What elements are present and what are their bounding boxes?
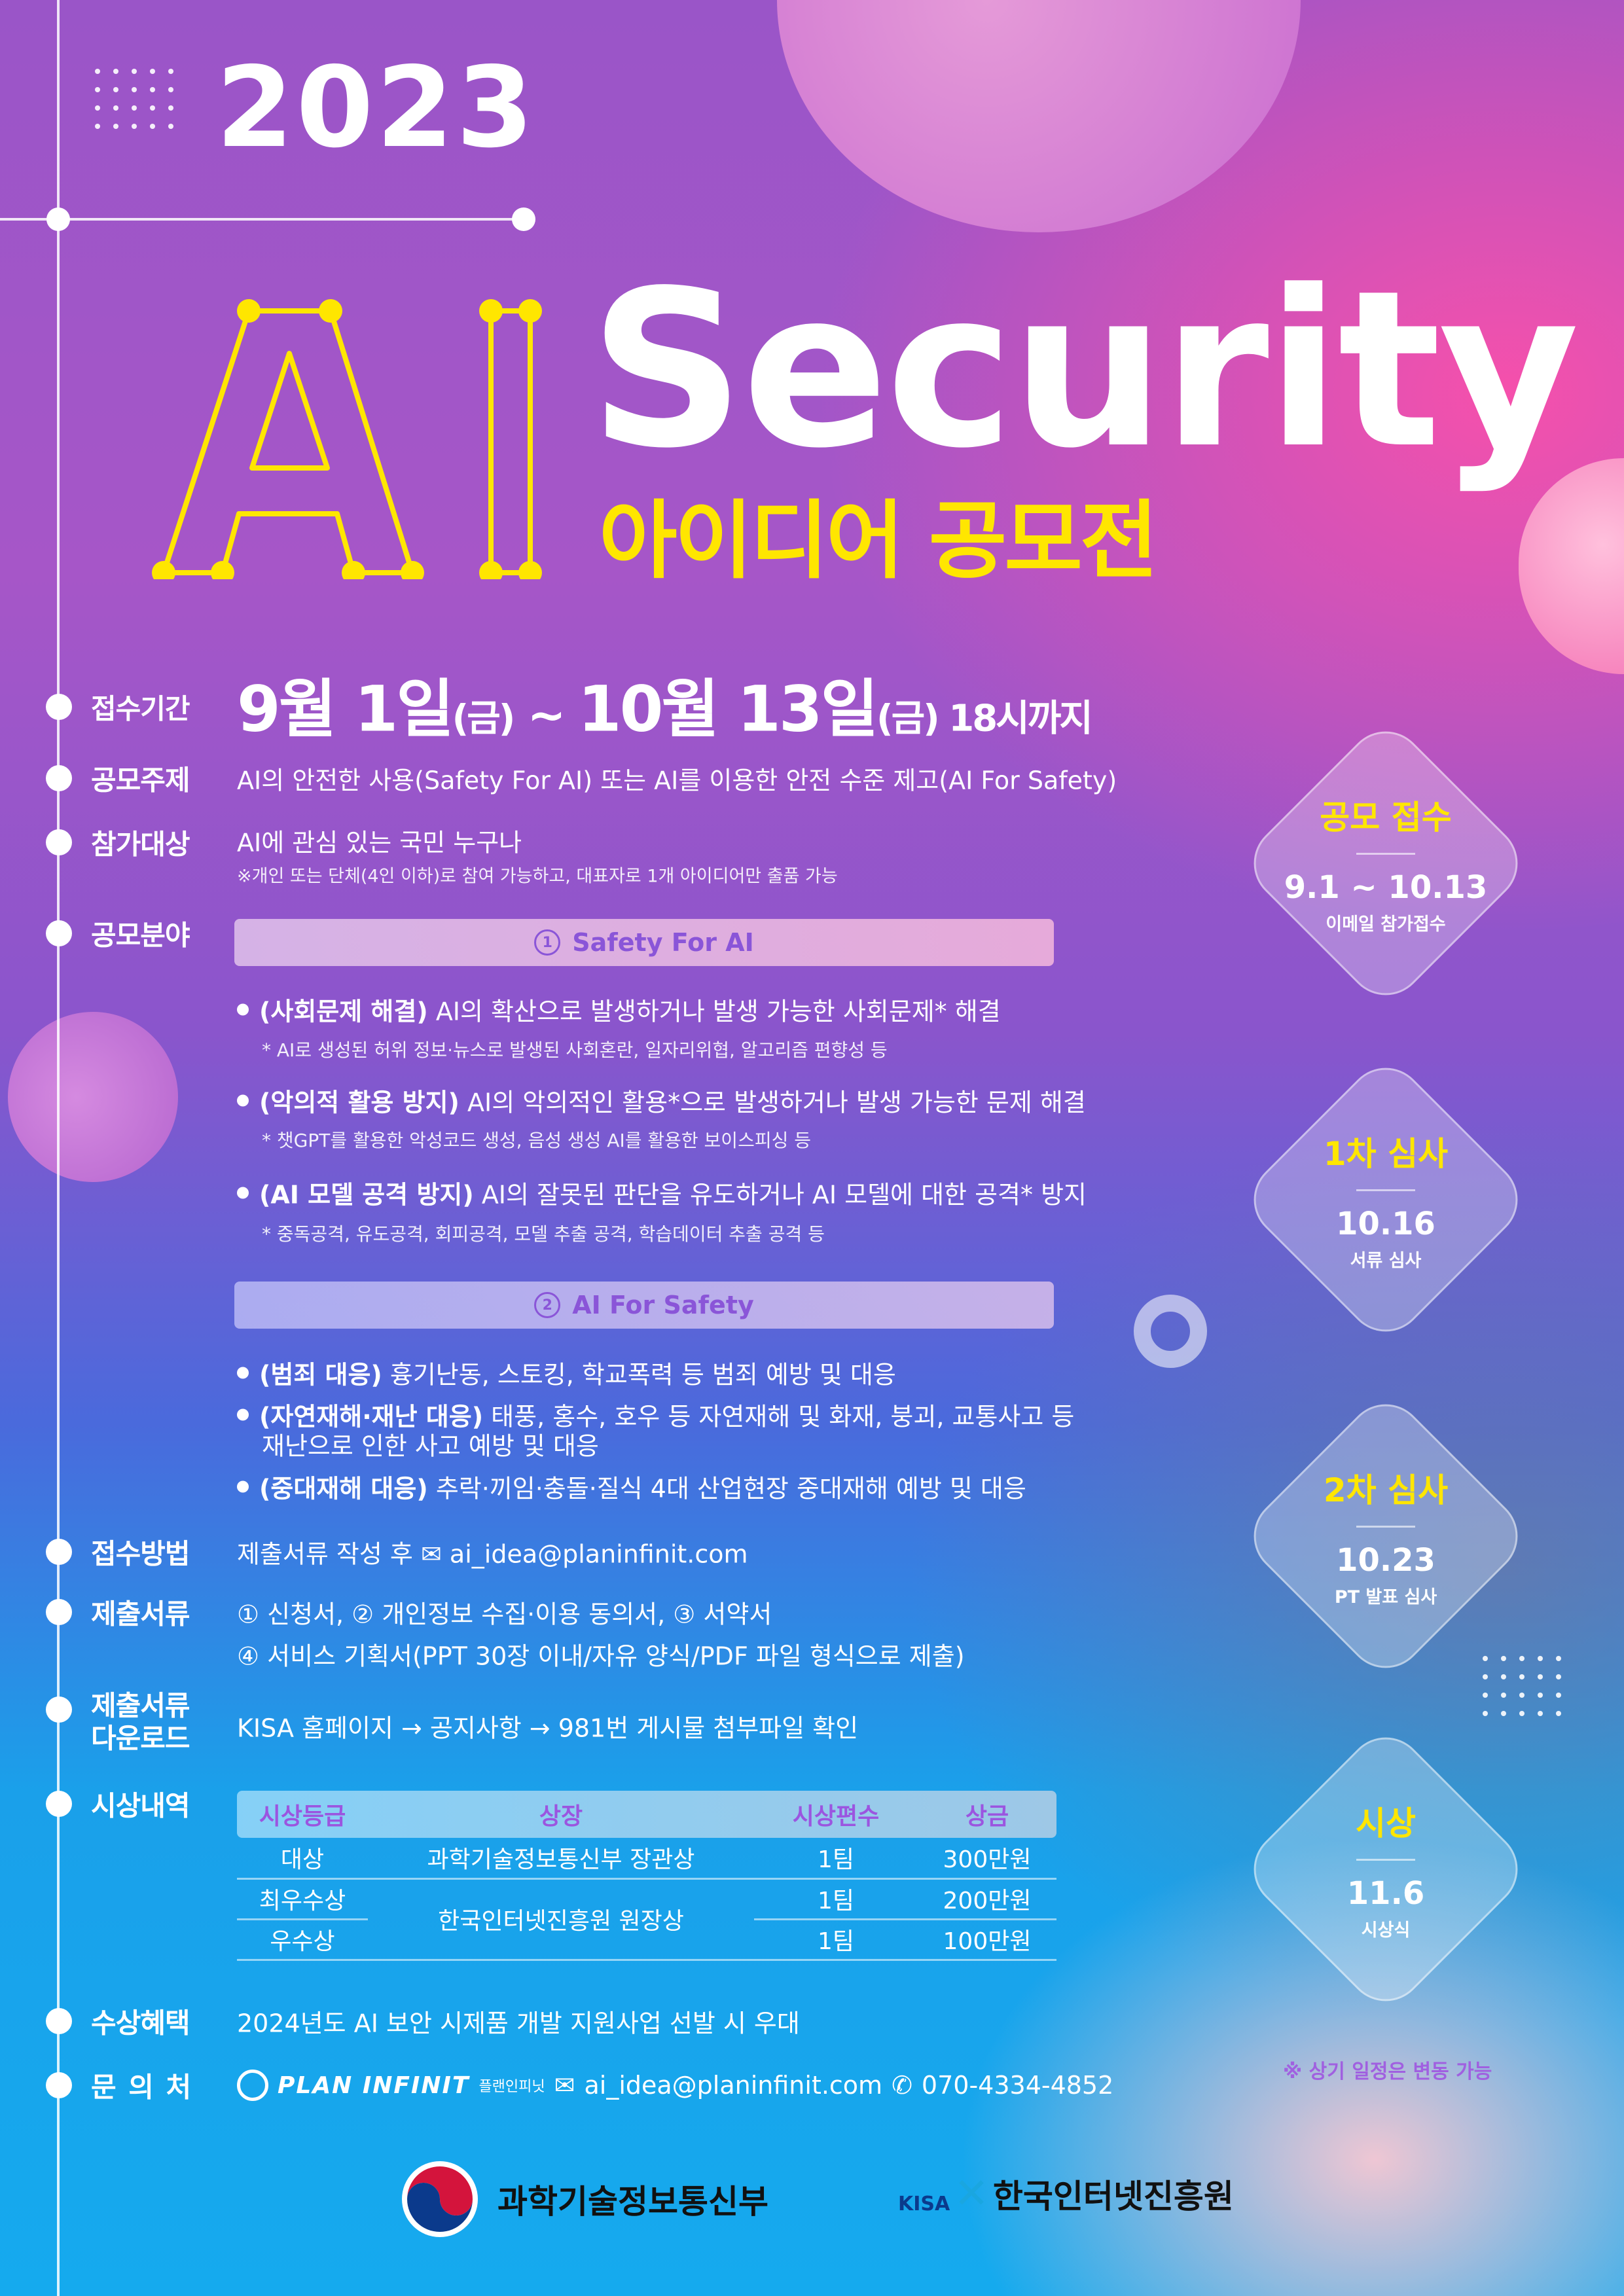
ai-outline-logo <box>152 299 542 579</box>
mail-icon: ✉ <box>420 1539 442 1569</box>
kisa-mark: KISA <box>898 2192 950 2215</box>
list-item-note: * 챗GPT를 활용한 악성코드 생성, 음성 생성 AI를 활용한 보이스피싱… <box>262 1130 812 1151</box>
kisa-x-icon: ✕ <box>954 2170 989 2218</box>
decor-dot-grid <box>95 69 173 129</box>
theme-text: AI의 안전한 사용(Safety For AI) 또는 AI를 이용한 안전 … <box>237 766 1117 795</box>
header-line-dot <box>512 207 535 231</box>
contact-label: 문 의 처 <box>91 2071 191 2104</box>
method-email-link[interactable]: ai_idea@planinfinit.com <box>449 1539 748 1569</box>
list-item-note: * 중독공격, 유도공격, 회피공격, 모델 추출 공격, 학습데이터 추출 공… <box>262 1223 825 1245</box>
decor-dot-grid-right <box>1483 1656 1561 1716</box>
download-text: KISA 홈페이지 → 공지사항 → 981번 게시물 첨부파일 확인 <box>237 1713 859 1743</box>
list-item: (사회문제 해결) AI의 확산으로 발생하거나 발생 가능한 사회문제* 해결 <box>237 992 1001 1028</box>
table-header: 시상등급 상장 시상편수 상금 <box>237 1791 1056 1838</box>
kisa-name: 한국인터넷진흥원 <box>992 2178 1234 2215</box>
method-text: 제출서류 작성 후 ✉ ai_idea@planinfinit.com <box>237 1539 748 1569</box>
subtitle: 아이디어 공모전 <box>599 491 1158 590</box>
list-item: (중대재해 대응) 추락·끼임·충돌·질식 4대 산업현장 중대재해 예방 및 … <box>237 1469 1026 1505</box>
bullet-icon <box>237 1480 249 1492</box>
bullet-icon <box>237 1187 249 1198</box>
target-label: 참가대상 <box>91 828 190 861</box>
end-date: 10월 13일 <box>577 672 878 746</box>
contact-info: PLAN INFINIT 플랜인피닛 ✉ ai_idea@planinfinit.… <box>237 2070 1113 2101</box>
list-item: (범죄 대응) 흉기난동, 스토킹, 학교폭력 등 범죄 예방 및 대응 <box>237 1355 896 1391</box>
benefit-label: 수상혜택 <box>91 2007 190 2039</box>
timeline-dot <box>46 1599 72 1625</box>
contact-email-link[interactable]: ai_idea@planinfinit.com <box>584 2071 883 2100</box>
schedule-step-1: 공모 접수 9.1 ~ 10.13 이메일 참가접수 <box>1284 798 1488 935</box>
awards-label: 시상내역 <box>91 1789 190 1822</box>
start-day: (금) <box>452 697 516 740</box>
mail-icon: ✉ <box>554 2071 575 2100</box>
period-value: 9월 1일(금) ~ 10월 13일(금) 18시까지 <box>237 658 1093 749</box>
schedule-note: ※ 상기 일정은 변동 가능 <box>1283 2060 1492 2083</box>
start-date: 9월 1일 <box>237 672 454 746</box>
section-number: 2 <box>534 1292 561 1318</box>
docs-line1: ① 신청서, ② 개인정보 수집·이용 동의서, ③ 서약서 <box>237 1600 772 1629</box>
decor-bubble-top <box>777 0 1301 232</box>
timeline-line <box>57 0 60 2296</box>
list-item: (악의적 활용 방지) AI의 악의적인 활용*으로 발생하거나 발생 가능한 … <box>237 1083 1086 1119</box>
company-logo: PLAN INFINIT <box>278 2072 470 2099</box>
bullet-icon <box>237 1003 249 1015</box>
timeline-dot <box>46 2072 72 2098</box>
section-bar-safety-for-ai: 1 Safety For AI <box>234 919 1054 966</box>
schedule-step-4: 시상 11.6 시상식 <box>1346 1804 1425 1941</box>
bullet-icon <box>237 1094 249 1106</box>
end-time: 18시까지 <box>937 697 1093 740</box>
decor-ring <box>1134 1295 1207 1368</box>
docs-label: 제출서류 <box>91 1598 190 1630</box>
section-bar-ai-for-safety: 2 AI For Safety <box>234 1282 1054 1329</box>
schedule-step-2: 1차 심사 10.16 서류 심사 <box>1323 1135 1449 1271</box>
bullet-icon <box>237 1367 249 1378</box>
timeline-dot <box>46 920 72 946</box>
year: 2023 <box>216 43 537 173</box>
header-line-dot <box>46 207 70 231</box>
taegeuk-icon <box>402 2161 478 2237</box>
date-sep: ~ <box>513 688 578 742</box>
header-line <box>0 218 527 221</box>
target-note: ※개인 또는 단체(4인 이하)로 참여 가능하고, 대표자로 1개 아이디어만… <box>237 866 838 887</box>
table-row: 최우수상 한국인터넷진흥원 원장상 1팀 200만원 <box>237 1878 1056 1935</box>
title-security: Security <box>589 244 1579 495</box>
list-item-continued: 재난으로 인한 사고 예방 및 대응 <box>262 1431 599 1461</box>
theme-label: 공모주제 <box>91 764 190 797</box>
phone-icon: ✆ <box>892 2071 912 2100</box>
end-day: (금) <box>876 697 940 740</box>
kisa-logo: KISA ✕ 한국인터넷진흥원 <box>898 2170 1234 2218</box>
bullet-icon <box>237 1408 249 1420</box>
list-item-note: * AI로 생성된 허위 정보·뉴스로 발생된 사회혼란, 일자리위협, 알고리… <box>262 1039 888 1061</box>
method-label: 접수방법 <box>91 1537 190 1570</box>
timeline-dot <box>46 1539 72 1565</box>
ministry-logo: 과학기술정보통신부 <box>401 2160 768 2238</box>
download-label: 제출서류 다운로드 <box>91 1689 190 1755</box>
awards-table: 시상등급 상장 시상편수 상금 대상 과학기술정보통신부 장관상 1팀 300만원 최우수상… <box>237 1791 1056 1961</box>
section-title: Safety For AI <box>572 928 754 957</box>
target-text: AI에 관심 있는 국민 누구나 <box>237 828 522 857</box>
field-label: 공모분야 <box>91 919 190 952</box>
benefit-text: 2024년도 AI 보안 시제품 개발 지원사업 선발 시 우대 <box>237 2009 800 2038</box>
decor-bubble-left <box>8 1012 178 1182</box>
schedule-step-3: 2차 심사 10.23 PT 발표 심사 <box>1323 1471 1449 1607</box>
timeline-dot <box>46 694 72 720</box>
period-label: 접수기간 <box>91 692 190 725</box>
list-item: (AI 모델 공격 방지) AI의 잘못된 판단을 유도하거나 AI 모델에 대… <box>237 1175 1087 1211</box>
plan-infinit-logo-icon <box>237 2070 268 2101</box>
section-number: 1 <box>534 929 561 956</box>
timeline-dot <box>46 1696 72 1723</box>
timeline-dot <box>46 829 72 855</box>
timeline-dot <box>46 2008 72 2034</box>
section-title: AI For Safety <box>572 1291 754 1319</box>
timeline-dot <box>46 1791 72 1817</box>
timeline-dot <box>46 765 72 791</box>
ministry-name: 과학기술정보통신부 <box>497 2183 768 2221</box>
docs-line2: ④ 서비스 기획서(PPT 30장 이내/자유 양식/PDF 파일 형식으로 제… <box>237 1641 965 1671</box>
table-row: 대상 과학기술정보통신부 장관상 1팀 300만원 <box>237 1838 1056 1878</box>
list-item: (자연재해·재난 대응) 태풍, 홍수, 호우 등 자연재해 및 화재, 붕괴,… <box>237 1397 1074 1433</box>
company-name-kr: 플랜인피닛 <box>478 2079 545 2095</box>
contact-phone[interactable]: 070-4334-4852 <box>921 2071 1114 2100</box>
